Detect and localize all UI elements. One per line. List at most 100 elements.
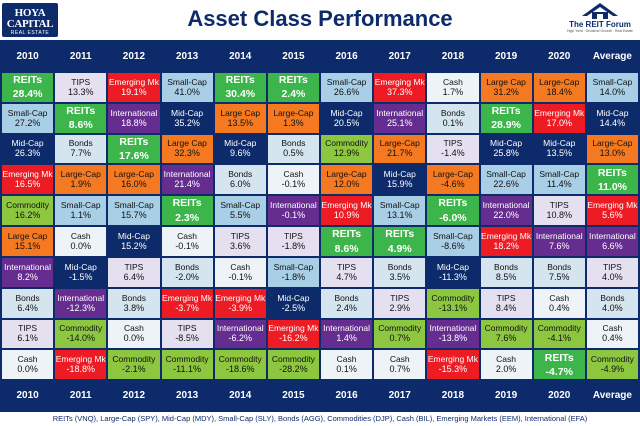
asset-class-label: REITs [13,74,43,87]
return-value: -18.8% [66,364,95,375]
asset-class-label: TIPS [230,230,250,241]
performance-cell: Cash 0.0% [2,350,54,380]
house-icon [582,3,618,19]
performance-cell: Emerging Mk -15.3% [427,350,479,380]
asset-class-label: Small-Cap [326,76,367,87]
return-value: 1.4% [336,333,357,344]
performance-cell: Emerging Mk -3.7% [161,288,213,318]
return-value: 8.4% [495,302,517,313]
performance-cell: Mid-Cap 25.8% [480,134,532,164]
performance-cell: REITs 11.0% [586,165,638,195]
performance-cell: Small-Cap 15.7% [108,196,160,225]
performance-cell: Small-Cap 41.0% [161,72,213,102]
asset-class-label: Bonds [281,138,306,149]
asset-class-label: Small-Cap [60,200,101,211]
asset-class-label: TIPS [496,292,516,303]
performance-cell: Small-Cap 5.5% [214,196,266,225]
performance-cell: Mid-Cap -1.5% [55,257,107,287]
performance-cell: TIPS 8.4% [480,288,532,318]
performance-cell: REITs 2.3% [161,196,213,225]
return-value: -11.3% [438,271,467,282]
return-value: -6.2% [228,333,252,344]
header-year-6: 2015 [267,42,319,71]
return-value: 0.0% [70,240,91,251]
return-value: 0.4% [602,333,623,344]
header-year-5: 2014 [214,42,266,71]
performance-cell: TIPS 10.8% [533,196,585,225]
asset-class-label: Emerging Mk [321,200,372,211]
return-value: -11.1% [173,364,201,375]
asset-class-label: Mid-Cap [543,138,576,149]
asset-class-label: Cash [389,354,410,365]
return-value: 18.2% [493,240,519,251]
return-value: -0.1% [175,240,199,251]
return-value: 6.6% [602,240,623,251]
asset-class-label: Commodity [59,323,103,334]
return-value: 6.4% [123,271,145,282]
return-value: 17.6% [119,150,149,163]
return-value: 14.0% [599,86,626,97]
asset-class-label: Commodity [6,200,50,211]
performance-cell: Bonds 0.1% [427,103,479,133]
performance-cell: Commodity -4.1% [533,319,585,349]
return-value: -1.8% [281,240,306,251]
performance-cell: International 6.6% [586,227,638,256]
performance-cell: Cash -0.1% [214,257,266,287]
performance-cell: Cash -0.1% [161,227,213,256]
performance-cell: Commodity 12.9% [321,134,373,164]
asset-class-label: Cash [17,354,38,365]
return-value: 0.0% [17,364,38,375]
return-value: 5.5% [229,210,251,221]
return-value: -3.9% [228,302,252,313]
asset-class-label: Emerging Mk [374,76,425,87]
return-value: 8.2% [17,271,38,282]
header: HOYA CAPITAL REAL ESTATE Asset Class Per… [0,0,640,40]
return-value: -2.1% [122,364,146,375]
return-value: -0.1% [228,271,252,282]
asset-class-label: Bonds [440,107,465,118]
asset-class-label: Small-Cap [592,76,633,87]
return-value: 30.4% [225,88,256,101]
return-value: -0.1% [281,179,306,190]
header-year-11: 2020 [533,42,585,71]
header-year-1: 2010 [2,42,54,71]
performance-cell: Emerging Mk 18.2% [480,227,532,256]
asset-class-label: Mid-Cap [117,230,150,241]
performance-cell: International 1.4% [321,319,373,349]
performance-cell: Mid-Cap -11.3% [427,257,479,287]
return-value: 13.1% [386,210,413,221]
return-value: 0.1% [442,117,464,128]
asset-class-label: Bonds [68,138,93,149]
asset-class-label: International [57,292,105,303]
performance-cell: Bonds 6.4% [2,288,54,318]
header-year-4: 2013 [161,42,213,71]
performance-cell: International 25.1% [374,103,426,133]
return-value: -4.6% [441,179,465,190]
performance-cell: Small-Cap 22.6% [480,165,532,195]
performance-cell: REITs -6.0% [427,196,479,225]
performance-cell: Mid-Cap 20.5% [321,103,373,133]
return-value: -28.2% [279,364,308,375]
return-value: 10.9% [333,210,360,221]
performance-cell: Large Cap 32.3% [161,134,213,164]
performance-cell: Commodity 0.7% [374,319,426,349]
return-value: 8.5% [495,271,517,282]
asset-class-label: Bonds [334,292,359,303]
performance-cell: REITs 17.6% [108,134,160,164]
return-value: 5.6% [602,210,623,221]
return-value: 28.9% [491,119,521,132]
asset-class-label: Mid-Cap [596,107,629,118]
return-value: 25.8% [493,148,519,159]
return-value: 28.4% [12,88,43,101]
asset-class-label: Large-Cap [60,169,101,180]
footer-year-6: 2015 [267,381,319,410]
asset-class-label: Small-Cap [486,169,526,180]
asset-class-label: Large-Cap [592,138,633,149]
reit-forum-tagline: High Yield · Dividend Growth · Real Esta… [567,29,633,33]
performance-cell: Cash 2.0% [480,350,532,380]
asset-class-label: Bonds [547,261,572,272]
asset-class-label: REITs [225,74,255,87]
performance-cell: International 22.0% [480,196,532,225]
footer-year-10: 2019 [480,381,532,410]
asset-class-label: Emerging Mk [55,354,106,365]
